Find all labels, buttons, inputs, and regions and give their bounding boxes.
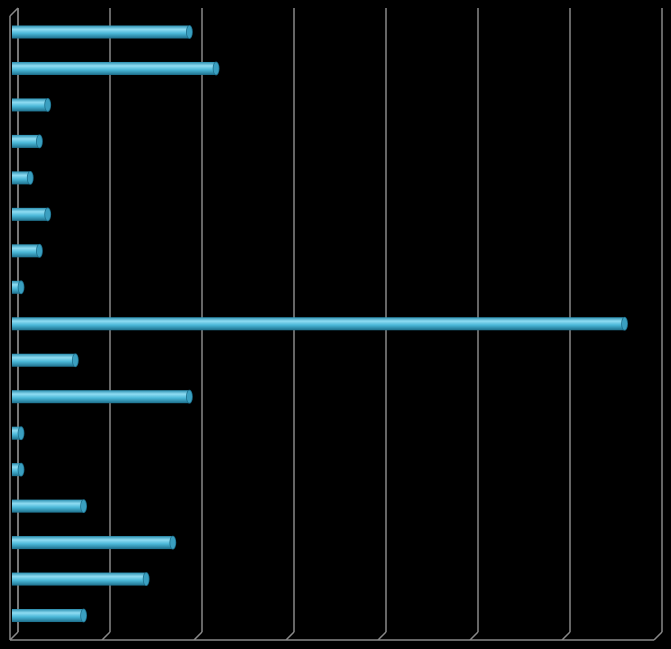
bar-cap (142, 572, 150, 586)
bar-cap (26, 170, 34, 185)
grid-floor (9, 631, 19, 641)
bar (12, 61, 217, 75)
bar-cap (17, 462, 25, 477)
bar (12, 463, 22, 477)
grid-floor (469, 631, 479, 641)
grid-floor (561, 631, 571, 641)
grid-floor (653, 631, 663, 641)
bar (12, 280, 22, 294)
bar (12, 609, 84, 623)
bar-cap (80, 499, 87, 514)
bar-cap (17, 280, 25, 295)
bar (12, 353, 76, 367)
bar-cap (185, 25, 193, 39)
bar-cap (36, 243, 43, 258)
bar (12, 207, 48, 221)
bar-cap (17, 426, 25, 441)
bar (12, 572, 147, 586)
bar (12, 244, 40, 258)
bar (12, 390, 190, 404)
bar-cap (44, 207, 52, 222)
bar-cap (36, 134, 43, 149)
bar (12, 25, 190, 39)
bar-cap (185, 389, 193, 404)
axis-edge (9, 7, 19, 17)
bar (12, 426, 22, 440)
bar-cap (169, 535, 177, 550)
bar-cap (44, 98, 52, 112)
grid-floor (193, 631, 203, 641)
grid-floor (101, 631, 111, 641)
grid-floor (285, 631, 295, 641)
bar-cap (621, 316, 628, 331)
bar (12, 317, 625, 331)
bar (12, 98, 48, 112)
bar (12, 536, 173, 550)
bar-cap (212, 61, 220, 76)
bar-cap (80, 608, 87, 623)
grid-floor (377, 631, 387, 641)
bar (12, 499, 84, 513)
bar-cap (71, 353, 79, 368)
bar (12, 134, 40, 148)
bar (12, 171, 31, 185)
